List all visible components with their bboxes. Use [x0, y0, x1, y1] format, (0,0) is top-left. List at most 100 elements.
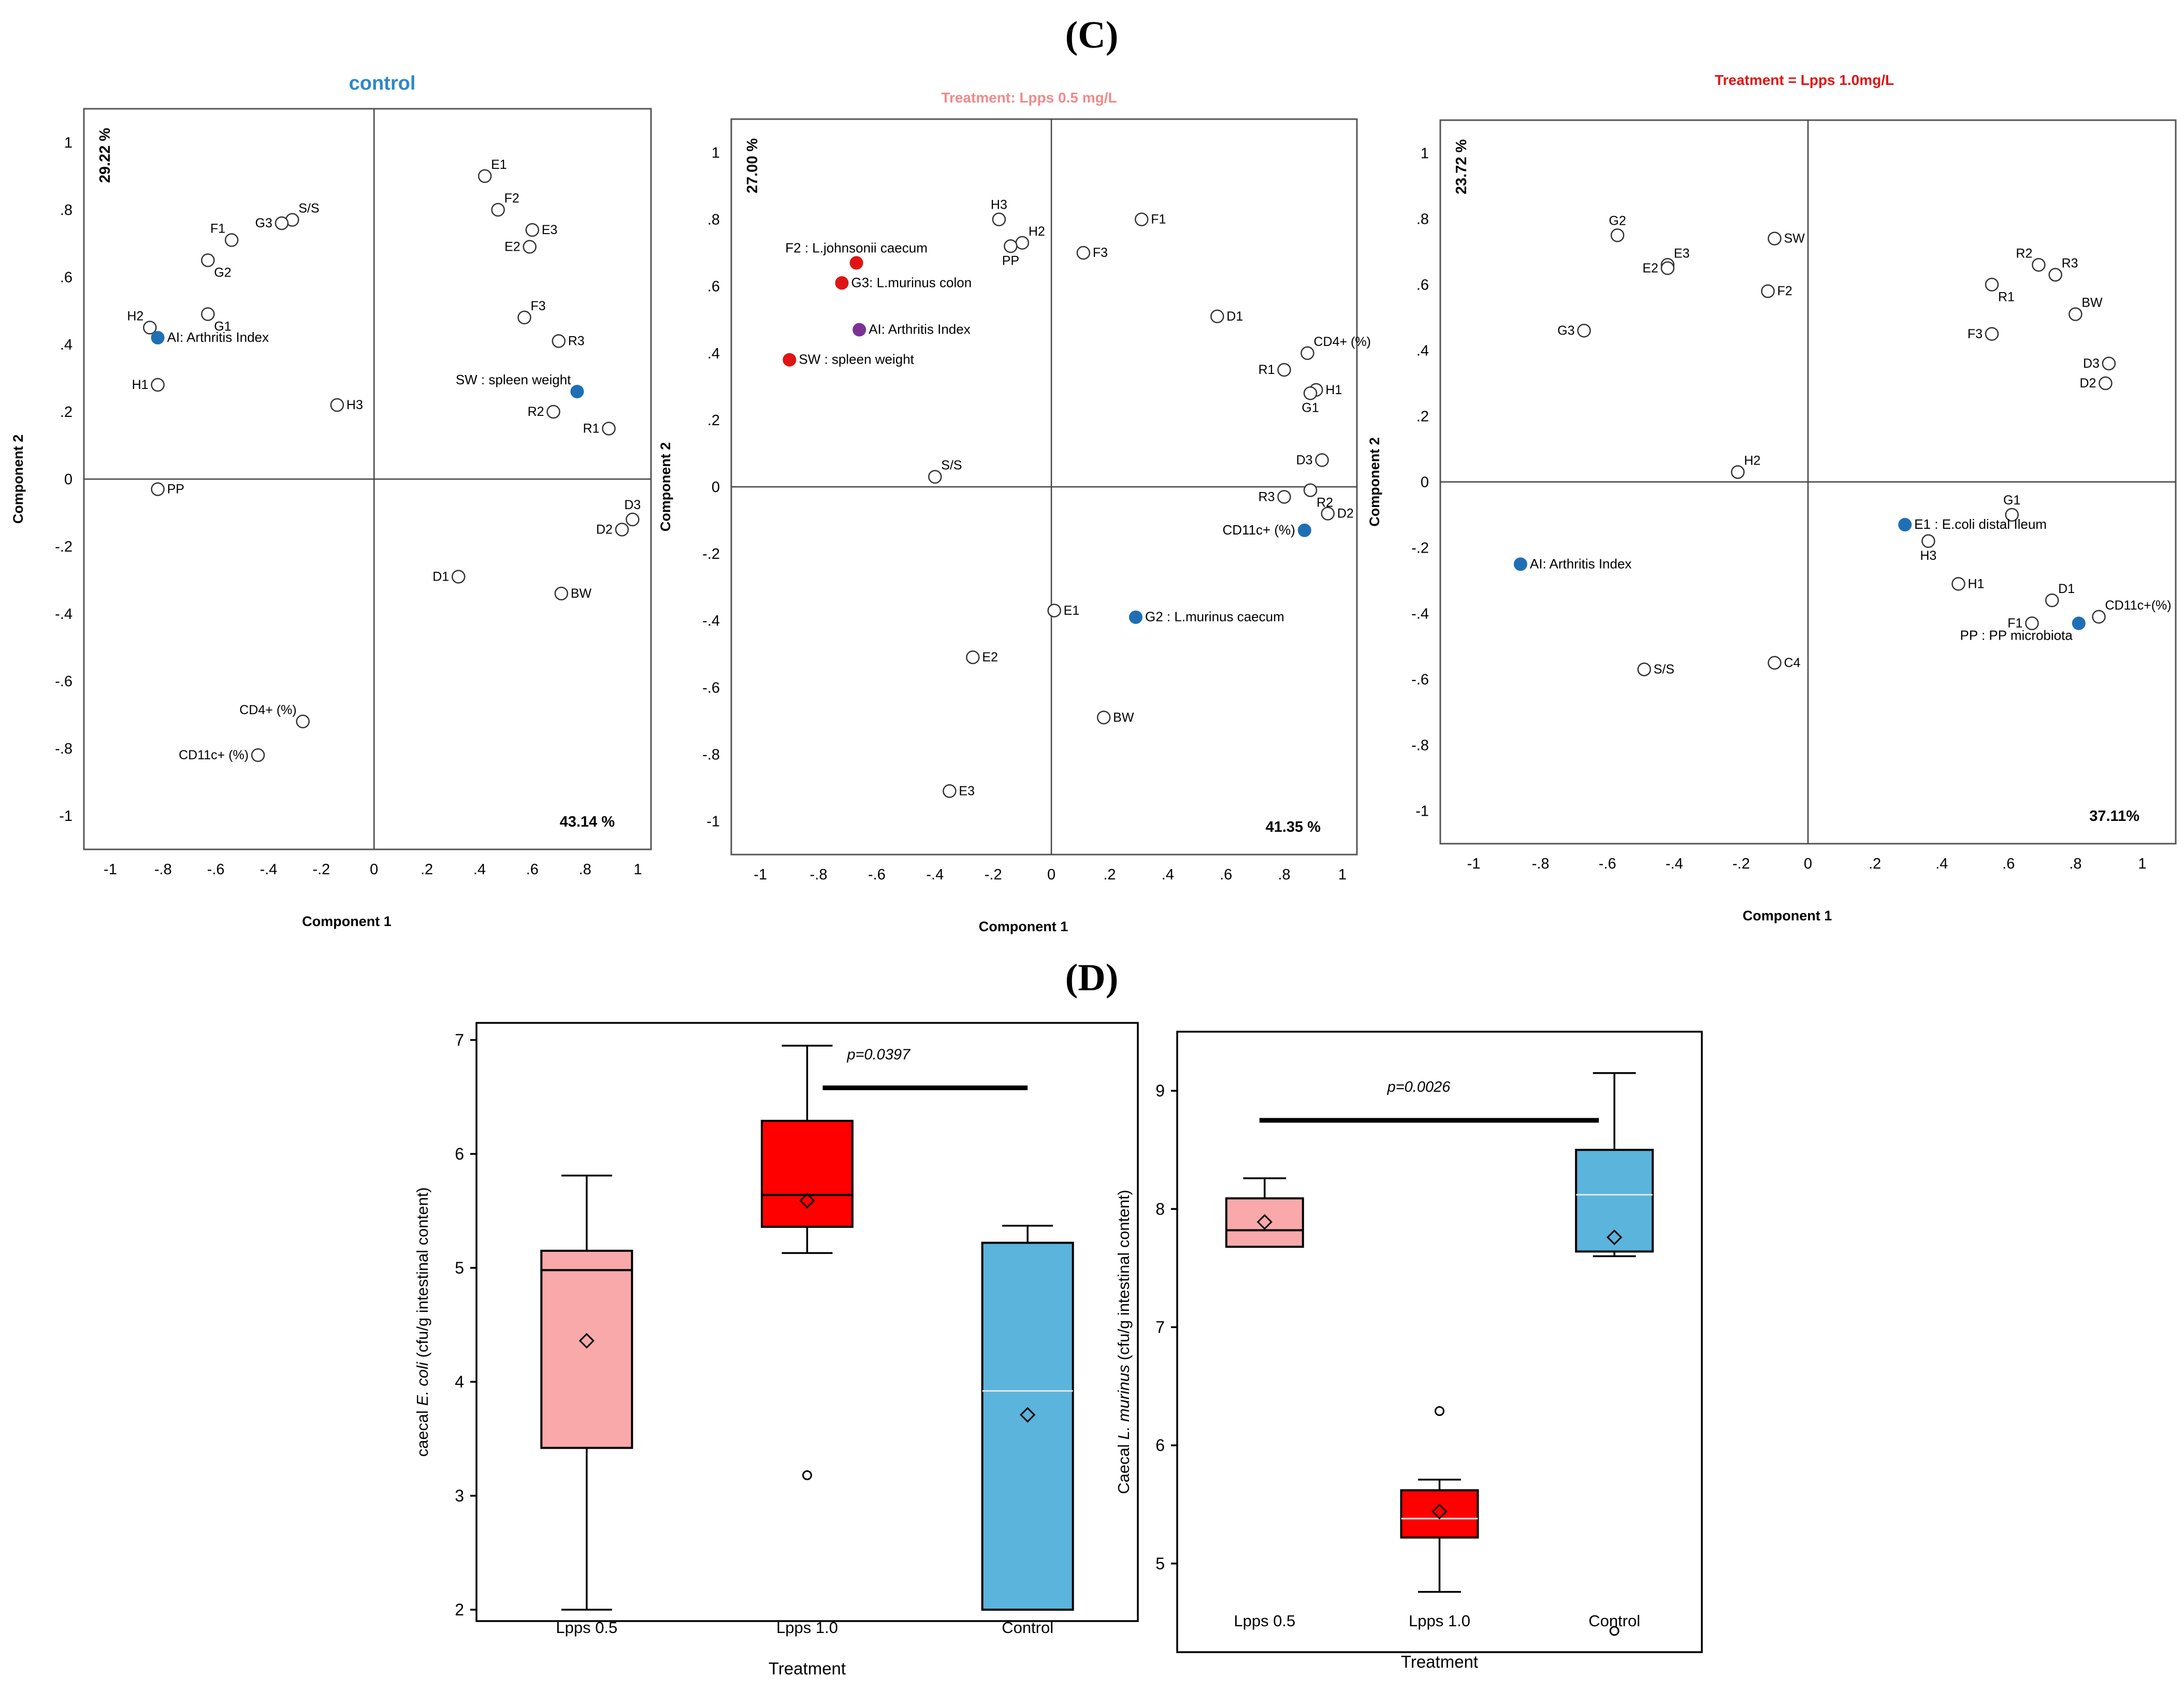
- point-h2-label: H2: [1744, 453, 1760, 468]
- y-tick-label: -.2: [702, 546, 720, 562]
- x-tick-label: -.8: [154, 861, 172, 878]
- y-axis-title-suffix: (cfu/g intestinal content): [413, 1187, 431, 1362]
- point-bw-marker: [2069, 307, 2082, 321]
- point-g2-label: G2: [1609, 213, 1626, 228]
- point-ai-marker: [852, 323, 866, 337]
- y-tick-label: -.8: [55, 741, 73, 757]
- point-cd4-marker: [296, 714, 310, 729]
- point-pp-label: PP: [167, 482, 184, 497]
- x-variance-label: 43.14 %: [560, 814, 615, 830]
- point-s-s-marker: [1637, 662, 1651, 676]
- y-axis-title-organism: L. murinus: [1115, 1365, 1133, 1440]
- point-r1-label: R1: [583, 422, 600, 436]
- pca-plot-control: control -1 -.8 -.6 -.4 -.2 0 .2 .4 .6 .8 1 -1 -.8 -.6 -…: [10, 73, 652, 929]
- box-lpps-1-0-category-label: Lpps 1.0: [776, 1618, 838, 1637]
- point-g3-label: G3: L.murinus colon: [851, 274, 972, 290]
- x-axis-title: Treatment: [769, 1659, 846, 1678]
- point-h1-label: H1: [1968, 576, 1984, 591]
- point-f1-label: F1: [1151, 212, 1166, 227]
- y-axis-title-suffix: (cfu/g intestinal content): [1115, 1190, 1133, 1365]
- point-f2-marker: [491, 203, 505, 217]
- point-d1-label: D1: [2058, 582, 2075, 596]
- y-tick-label: 0: [64, 471, 73, 488]
- y-axis-title-organism: E. coli: [413, 1362, 431, 1406]
- point-f3-marker: [1985, 327, 1999, 341]
- x-tick-label: -1: [104, 861, 117, 878]
- x-tick-label: .6: [1220, 866, 1232, 883]
- point-f1-marker: [1134, 212, 1149, 226]
- point-f2-marker: [849, 256, 863, 270]
- x-tick-label: -.8: [810, 866, 828, 883]
- y-tick-label: -.4: [55, 606, 73, 623]
- point-d2-marker: [2099, 376, 2113, 391]
- point-bw-label: BW: [571, 586, 592, 601]
- point-sw-label: SW : spleen weight: [799, 352, 914, 367]
- point-g2-marker: [201, 253, 215, 267]
- point-e2-marker: [523, 240, 537, 254]
- y-tick-label: .6: [1416, 277, 1429, 294]
- y-tick-label: .4: [707, 345, 720, 362]
- point-r3-marker: [552, 334, 566, 348]
- point-d3-marker: [626, 512, 640, 527]
- section-d-label: (D): [1065, 957, 1119, 999]
- x-tick-label: .8: [2069, 856, 2081, 872]
- y-variance-label: 29.22 %: [97, 128, 113, 183]
- point-r2-marker: [546, 404, 560, 419]
- x-tick-label: 0: [370, 861, 378, 878]
- point-g1-marker: [1303, 386, 1318, 400]
- x-tick-label: .8: [1278, 866, 1290, 883]
- point-bw-label: BW: [1113, 710, 1134, 725]
- y-tick-label: 1: [1421, 146, 1429, 162]
- point-g3-marker: [274, 216, 289, 230]
- x-variance-label: 41.35 %: [1266, 819, 1321, 835]
- point-e1-label: E1 : E.coli distal Ileum: [1914, 516, 2047, 532]
- y-tick-label: -.2: [55, 539, 73, 555]
- y-tick-label: -.8: [702, 746, 720, 763]
- point-s-s-label: S/S: [1654, 662, 1674, 676]
- x-tick-label: .4: [473, 861, 486, 878]
- point-e3-marker: [943, 784, 957, 798]
- point-h3-marker: [1921, 534, 1935, 548]
- point-d2-marker: [615, 523, 629, 537]
- point-f3-marker: [517, 310, 531, 325]
- x-axis-title: Component 1: [1743, 908, 1832, 923]
- point-h1-label: H1: [1325, 383, 1342, 397]
- point-f1-marker: [2025, 616, 2039, 630]
- point-ai-marker: [1513, 557, 1527, 571]
- point-e2-marker: [966, 650, 980, 664]
- point-g1-label: G1: [2003, 493, 2020, 508]
- y-tick-label: 7: [455, 1031, 464, 1049]
- point-sw-marker: [1768, 232, 1782, 245]
- point-cd11c-marker: [2092, 610, 2106, 624]
- x-tick-label: -.8: [1532, 856, 1550, 872]
- point-cd11c-label: CD11c+ (%): [1222, 522, 1295, 538]
- x-tick-label: 0: [1047, 866, 1055, 883]
- x-tick-label: -.2: [985, 866, 1002, 883]
- x-tick-label: -.4: [260, 861, 278, 878]
- point-h1-label: H1: [132, 378, 149, 392]
- point-g2-marker: [1610, 228, 1625, 242]
- point-r2-marker: [2032, 258, 2046, 272]
- x-tick-label: -.2: [312, 861, 330, 878]
- point-d1-label: D1: [1226, 309, 1243, 324]
- point-h3-label: H3: [1920, 548, 1936, 563]
- y-tick-label: -.8: [1411, 738, 1429, 754]
- y-tick-label: .8: [1416, 211, 1429, 228]
- y-tick-label: .2: [707, 412, 720, 429]
- point-r2-marker: [1303, 483, 1318, 497]
- point-e3-label: E3: [959, 784, 975, 798]
- point-e2-label: E2: [982, 650, 998, 664]
- x-tick-label: .2: [1103, 866, 1116, 883]
- point-f3-marker: [1076, 245, 1091, 260]
- point-r3-label: R3: [1259, 489, 1275, 504]
- y-tick-label: 5: [1155, 1554, 1165, 1573]
- point-g1-label: G1: [214, 320, 231, 334]
- y-tick-label: 0: [1421, 474, 1429, 491]
- x-tick-label: -.6: [868, 866, 886, 883]
- point-sw-marker: [783, 353, 797, 367]
- y-tick-label: .8: [60, 202, 73, 219]
- point-sw-label: SW: [1784, 232, 1805, 246]
- point-d3-marker: [2102, 356, 2116, 371]
- box-control-iqr: [981, 1241, 1074, 1611]
